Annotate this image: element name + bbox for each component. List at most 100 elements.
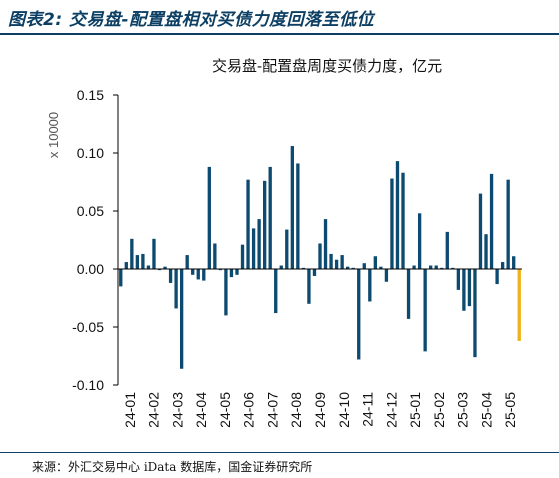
bar — [340, 255, 344, 269]
x-tick-label: 24-07 — [265, 392, 281, 428]
bar — [318, 243, 322, 269]
bar — [213, 243, 217, 269]
y-tick-label: -0.10 — [72, 377, 104, 393]
y-tick-label: -0.05 — [72, 319, 104, 335]
chart-title: 交易盘-配置盘周度买债力度，亿元 — [212, 57, 443, 75]
bar — [440, 267, 444, 269]
bar — [362, 263, 366, 269]
x-tick-label: 24-01 — [122, 392, 138, 428]
bar — [484, 234, 488, 269]
bar — [329, 253, 333, 269]
bar — [235, 269, 239, 275]
y-axis-group: 0.15 0.10 0.05 0.00 -0.05 -0.10 — [72, 87, 119, 393]
bar — [135, 255, 140, 269]
bar — [218, 269, 223, 271]
x-tick-label: 25-01 — [407, 392, 423, 428]
bar — [467, 269, 472, 307]
x-tick-label: 24-12 — [383, 392, 399, 428]
bar — [157, 269, 162, 271]
x-tick-label: 24-03 — [169, 392, 185, 428]
bar — [357, 269, 361, 360]
bar — [202, 269, 206, 281]
bar — [174, 269, 178, 309]
bar — [296, 163, 300, 269]
bar — [346, 266, 350, 269]
bottom-divider — [0, 452, 559, 453]
x-tick-labels: 24-01 24-02 24-03 24-04 24-05 24-06 24-07 24-08… — [122, 392, 518, 428]
bar — [445, 231, 449, 269]
bar — [379, 266, 383, 269]
x-tick-label: 25-03 — [455, 392, 471, 428]
bar — [168, 269, 173, 283]
bar — [290, 146, 294, 269]
bar — [478, 193, 483, 269]
figure-title: 图表2: 交易盘-配置盘相对买债力度回落至低位 — [8, 10, 375, 30]
top-divider — [0, 33, 559, 35]
bar — [141, 253, 145, 269]
bar — [334, 259, 339, 269]
x-tick-label: 25-04 — [478, 392, 494, 428]
bar — [285, 229, 289, 269]
bar — [263, 180, 267, 269]
x-tick-label: 24-09 — [312, 392, 328, 428]
bar — [124, 262, 128, 269]
bar — [373, 256, 377, 269]
bar — [395, 161, 400, 269]
x-tick-label: 25-05 — [502, 392, 518, 428]
bar — [434, 265, 438, 269]
bar — [246, 179, 250, 269]
bar — [179, 269, 184, 369]
bars-group — [118, 146, 522, 369]
bar — [301, 267, 306, 269]
bar — [512, 256, 516, 269]
bar — [351, 267, 355, 269]
bar — [152, 238, 156, 269]
bar — [146, 265, 151, 269]
bar — [307, 269, 311, 304]
bar — [274, 269, 278, 314]
bar — [279, 265, 283, 269]
x-tick-label: 24-06 — [241, 392, 257, 428]
bar — [406, 269, 411, 319]
bar — [257, 219, 261, 269]
bar — [417, 213, 422, 269]
bar — [390, 178, 394, 269]
bar — [312, 269, 317, 276]
bar — [229, 269, 234, 278]
bar — [207, 166, 211, 269]
bar — [191, 269, 195, 275]
bar — [506, 179, 510, 269]
bar — [163, 266, 167, 269]
y-tick-label: 0.00 — [77, 261, 104, 277]
bar — [323, 219, 328, 269]
bar — [185, 255, 189, 269]
bar — [240, 244, 245, 269]
bar — [384, 269, 389, 282]
bar — [517, 269, 521, 341]
bar — [196, 269, 200, 280]
x-tick-label: 25-02 — [431, 392, 447, 428]
bar — [489, 173, 494, 269]
y-scale-label: x 10000 — [46, 112, 61, 158]
bar — [451, 267, 455, 269]
x-tick-label: 24-05 — [217, 392, 233, 428]
bar — [119, 269, 123, 287]
bar — [423, 269, 427, 352]
x-tick-label: 24-04 — [193, 392, 209, 428]
bar — [368, 269, 372, 302]
bar — [429, 265, 433, 269]
bar — [495, 269, 499, 285]
bar — [456, 269, 461, 290]
source-note: 来源：外汇交易中心 iData 数据库，国金证券研究所 — [32, 460, 313, 474]
y-tick-label: 0.15 — [77, 87, 104, 103]
x-tick-label: 24-08 — [288, 392, 304, 428]
x-tick-label: 24-11 — [360, 392, 376, 427]
y-tick-label: 0.05 — [77, 203, 104, 219]
bar — [130, 238, 134, 269]
bar — [412, 265, 416, 269]
x-tick-label: 24-10 — [336, 392, 352, 428]
bar — [500, 262, 505, 269]
y-tick-label: 0.10 — [77, 145, 104, 161]
bar — [224, 269, 228, 316]
